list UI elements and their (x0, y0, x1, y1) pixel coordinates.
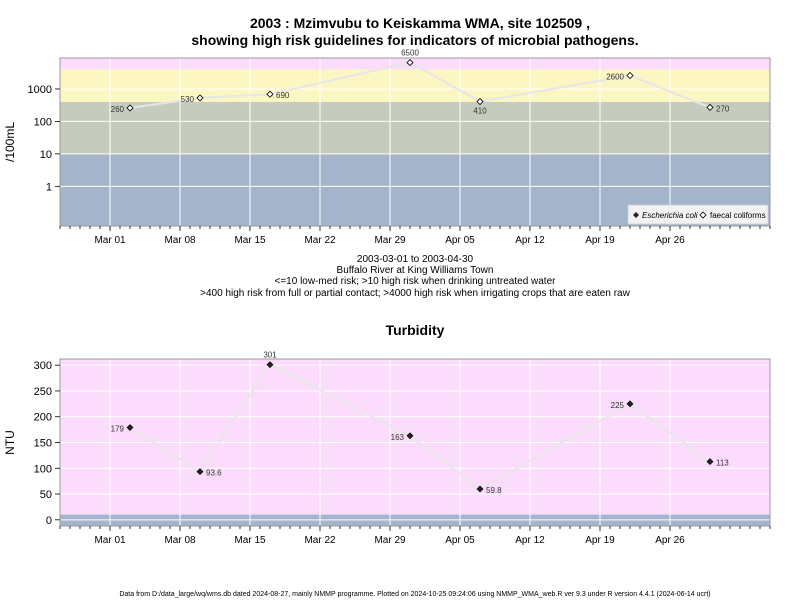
legend-box (627, 204, 769, 225)
legend-label-ecoli: Escherichia coli (642, 211, 698, 220)
x-tick-label: Apr 26 (655, 235, 685, 246)
y-axis-label: /100mL (3, 122, 17, 162)
y-tick-label: 300 (34, 360, 52, 372)
caption-line-1: 2003-03-01 to 2003-04-30 (357, 254, 474, 265)
x-tick-label: Mar 01 (94, 535, 126, 546)
x-tick-label: Mar 08 (164, 235, 196, 246)
x-tick-label: Mar 22 (304, 535, 336, 546)
y-tick-label: 1000 (28, 84, 52, 96)
data-point (476, 97, 484, 106)
caption-line-4: >400 high risk from full or partial cont… (200, 288, 630, 299)
y-tick-label: 0 (46, 515, 52, 527)
data-point (706, 458, 714, 465)
data-point (476, 485, 484, 493)
y-tick-label: 50 (40, 489, 52, 501)
data-point (626, 71, 634, 80)
x-tick-label: Apr 05 (445, 535, 475, 546)
data-label: 6500 (401, 49, 419, 58)
y-tick-label: 200 (34, 412, 52, 424)
x-tick-label: Apr 12 (515, 535, 545, 546)
data-point (626, 400, 634, 408)
y-axis-label: NTU (3, 430, 17, 455)
legend: Escherichia coli faecal coliforms (627, 204, 769, 225)
x-tick-label: Apr 19 (585, 235, 615, 246)
x-tick-label: Mar 15 (234, 535, 266, 546)
x-tick-label: Mar 08 (164, 535, 196, 546)
data-label: 93.6 (206, 469, 222, 478)
data-label: 59.8 (486, 486, 502, 495)
chart-title-line1: 2003 : Mzimvubu to Keiskamma WMA, site 1… (250, 15, 590, 31)
data-label: 690 (276, 91, 290, 100)
caption-line-3: <=10 low-med risk; >10 high risk when dr… (275, 276, 557, 287)
data-label: 225 (611, 401, 625, 410)
legend-marker-ecoli (633, 212, 639, 218)
band-high-drinking-risk (60, 101, 770, 154)
data-label: 410 (473, 107, 487, 116)
data-point (196, 94, 204, 102)
panel-turbidity: Mar 01 Mar 08 Mar 15 Mar 22 Mar 29 Apr 05 Apr … (3, 322, 771, 546)
data-point (196, 468, 204, 475)
data-label: 270 (716, 104, 730, 113)
data-point (406, 59, 414, 67)
x-tick-label: Mar 01 (94, 235, 126, 246)
footer-note: Data from D:/data_large/wq/wms.db dated … (119, 591, 710, 598)
y-tick-label: 100 (34, 116, 52, 128)
legend-marker-faecal (699, 211, 707, 219)
data-point (126, 104, 134, 112)
y-tick-label: 100 (34, 463, 52, 475)
x-tick-label: Mar 29 (374, 535, 406, 546)
panel-title: Turbidity (386, 322, 445, 338)
data-label: 2600 (606, 73, 624, 82)
data-point (406, 432, 414, 440)
x-tick-label: Mar 29 (374, 235, 406, 246)
y-tick-label: 10 (40, 149, 52, 161)
data-label: 179 (111, 425, 125, 434)
data-label: 530 (181, 95, 195, 104)
y-tick-label: 1 (46, 181, 52, 193)
chart-title-line2: showing high risk guidelines for indicat… (191, 32, 638, 48)
x-tick-label: Apr 12 (515, 235, 545, 246)
data-label: 260 (111, 105, 125, 114)
data-point (706, 103, 714, 111)
x-tick-label: Mar 22 (304, 235, 336, 246)
data-label: 163 (391, 433, 405, 442)
y-tick-label: 150 (34, 438, 52, 450)
band-very-high-risk (60, 58, 770, 70)
band-low-turbidity (60, 514, 770, 526)
x-tick-label: Mar 15 (234, 235, 266, 246)
data-label: 301 (263, 351, 277, 360)
legend-label-faecal: faecal coliforms (710, 211, 766, 220)
data-point (126, 424, 134, 431)
band-high-contact-risk (60, 69, 770, 102)
data-point (266, 90, 274, 98)
data-label: 113 (716, 459, 729, 468)
plot-frame (59, 57, 771, 227)
y-tick-label: 250 (34, 386, 52, 398)
x-tick-label: Apr 26 (655, 535, 685, 546)
x-tick-label: Apr 19 (585, 535, 615, 546)
caption-line-2: Buffalo River at King Williams Town (337, 265, 494, 276)
data-point (266, 361, 274, 369)
x-tick-label: Apr 05 (445, 235, 475, 246)
panel-microbial: Mar 01 Mar 08 Mar 15 Mar 22 Mar 29 Apr 05 Apr … (3, 49, 771, 246)
